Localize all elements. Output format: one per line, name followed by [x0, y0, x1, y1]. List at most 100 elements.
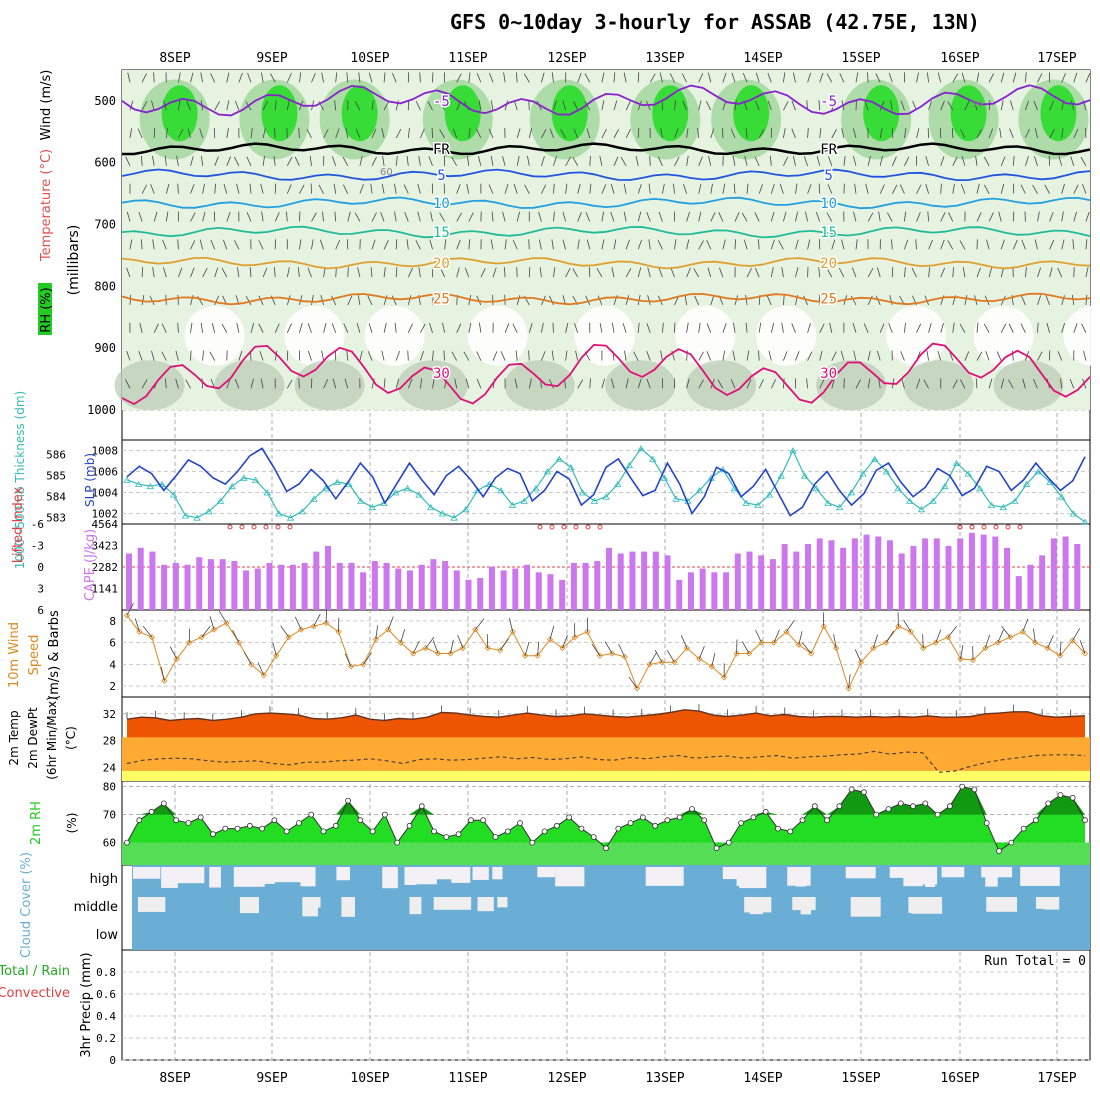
cloud-high-patch [492, 867, 502, 879]
cape-bar [208, 559, 214, 610]
li-tick-label: 0 [37, 561, 44, 574]
rh-blob-core [1040, 85, 1076, 141]
rh-point [825, 818, 830, 823]
cape-bar [665, 555, 671, 610]
rh-point [407, 823, 412, 828]
li-tick-label: -6 [31, 518, 44, 531]
temp2m-label-line: (°C) [64, 726, 78, 750]
cape-bar [185, 565, 191, 610]
wind-barb [529, 100, 530, 110]
isotherm-label: -5 [820, 94, 837, 110]
cloud-mid-patch [986, 897, 1017, 912]
cloud-level-label: middle [74, 900, 118, 915]
rh-dry-patch [974, 306, 1034, 366]
cape-bar [290, 565, 296, 610]
date-label-top: 11SEP [448, 51, 487, 66]
rh-point [518, 821, 523, 826]
wind-barb-10m [475, 619, 484, 630]
rh-point [542, 829, 547, 834]
isotherm-label: 5 [824, 168, 832, 184]
isotherm-label: 10 [820, 196, 837, 212]
rh-point [444, 835, 449, 840]
cape-bar [231, 561, 237, 610]
rh-point [174, 818, 179, 823]
cape-bar [372, 561, 378, 610]
wind-barb-10m [210, 616, 214, 629]
rh-tick-label: 80 [103, 781, 116, 794]
rh-dry-patch [756, 306, 816, 366]
cloud-mid-patch [750, 897, 763, 914]
isotherm-label: 30 [820, 366, 837, 382]
millibars-label: (millibars) [66, 225, 82, 296]
rh-blob-core [652, 85, 688, 141]
cape-bar [407, 570, 413, 610]
rh-point [1021, 826, 1026, 831]
cape-bar [969, 533, 975, 610]
li-tick-label: 3 [37, 583, 44, 596]
rh-point [972, 787, 977, 792]
rh-dry-patch [886, 306, 946, 366]
wind-barb-10m [855, 649, 861, 662]
wind-barb [191, 351, 192, 361]
rh-point [137, 818, 142, 823]
isotherm-label: 15 [433, 225, 450, 241]
cape-bar [571, 563, 577, 610]
li-point [288, 525, 292, 529]
cloud-high-patch [890, 867, 906, 878]
pressure-tick-label: 700 [94, 218, 116, 232]
cape-bar [583, 563, 589, 610]
isotherm-label: 5 [437, 168, 445, 184]
rh-point [800, 818, 805, 823]
cloud-mid-patch [341, 897, 355, 917]
dewpt-band-low [122, 771, 1090, 781]
date-label-bottom: 11SEP [448, 1071, 487, 1086]
wind-barb-10m [742, 641, 749, 653]
temperature-label: Temperature (°C) [39, 149, 54, 262]
cape-bar [547, 574, 553, 610]
cloud-high-patch [161, 867, 178, 888]
rh-point [198, 815, 203, 820]
rh-point [432, 829, 437, 834]
rh-point [284, 829, 289, 834]
cape-bar [360, 572, 366, 610]
wind-barb-10m [886, 631, 894, 643]
cloud-high-patch [846, 867, 876, 878]
rh-dry-patch [468, 306, 528, 366]
rh-tick-label: 70 [103, 809, 116, 822]
pressure-tick-label: 600 [94, 156, 116, 170]
cape-bar [243, 570, 249, 610]
rh-point [1070, 795, 1075, 800]
cloud-mid-patch [911, 897, 942, 914]
wind-barb [142, 267, 143, 277]
cape-bar [735, 553, 741, 610]
isotherm-label: FR [820, 142, 837, 158]
cape-bar [1063, 537, 1069, 610]
rh-dry-patch [185, 306, 245, 366]
cloud-high-patch [336, 867, 350, 880]
slp-line [127, 448, 1085, 515]
wind-barb [553, 323, 554, 333]
rh-point [812, 804, 817, 809]
date-label-bottom: 15SEP [841, 1071, 880, 1086]
cape-bar [946, 546, 952, 610]
cape-bar [910, 546, 916, 610]
cloud-high-patch [209, 867, 221, 888]
rh-point [125, 840, 130, 845]
date-label-top: 14SEP [743, 51, 782, 66]
rh-point [554, 823, 559, 828]
cape-bar [466, 580, 472, 610]
dewpt-band [122, 737, 1090, 771]
cape-bar [196, 557, 202, 610]
rh-point [677, 815, 682, 820]
date-label-top: 15SEP [841, 51, 880, 66]
li-point [264, 525, 268, 529]
isotherm-label: FR [433, 142, 450, 158]
rh-point [493, 835, 498, 840]
isotherm-label: 10 [433, 196, 450, 212]
wind-barb-10m [755, 630, 761, 643]
wind-speed-line [127, 615, 1085, 688]
rh-point [579, 826, 584, 831]
cape-bar [746, 552, 752, 610]
wind-barb-10m [655, 650, 662, 662]
li-point [1018, 525, 1022, 529]
